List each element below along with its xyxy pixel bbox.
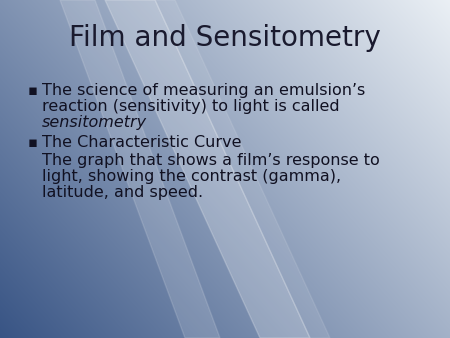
Text: reaction (sensitivity) to light is called: reaction (sensitivity) to light is calle… [42,99,340,114]
Polygon shape [105,0,310,338]
Text: ▪: ▪ [28,135,38,150]
Text: Film and Sensitometry: Film and Sensitometry [69,24,381,52]
Text: The science of measuring an emulsion’s: The science of measuring an emulsion’s [42,83,365,98]
Text: sensitometry: sensitometry [42,115,147,130]
Polygon shape [155,0,330,338]
Text: ▪: ▪ [28,83,38,98]
Text: latitude, and speed.: latitude, and speed. [42,185,203,200]
Text: light, showing the contrast (gamma),: light, showing the contrast (gamma), [42,169,341,184]
Text: The Characteristic Curve: The Characteristic Curve [42,135,242,150]
Text: The graph that shows a film’s response to: The graph that shows a film’s response t… [42,153,380,168]
Polygon shape [60,0,220,338]
